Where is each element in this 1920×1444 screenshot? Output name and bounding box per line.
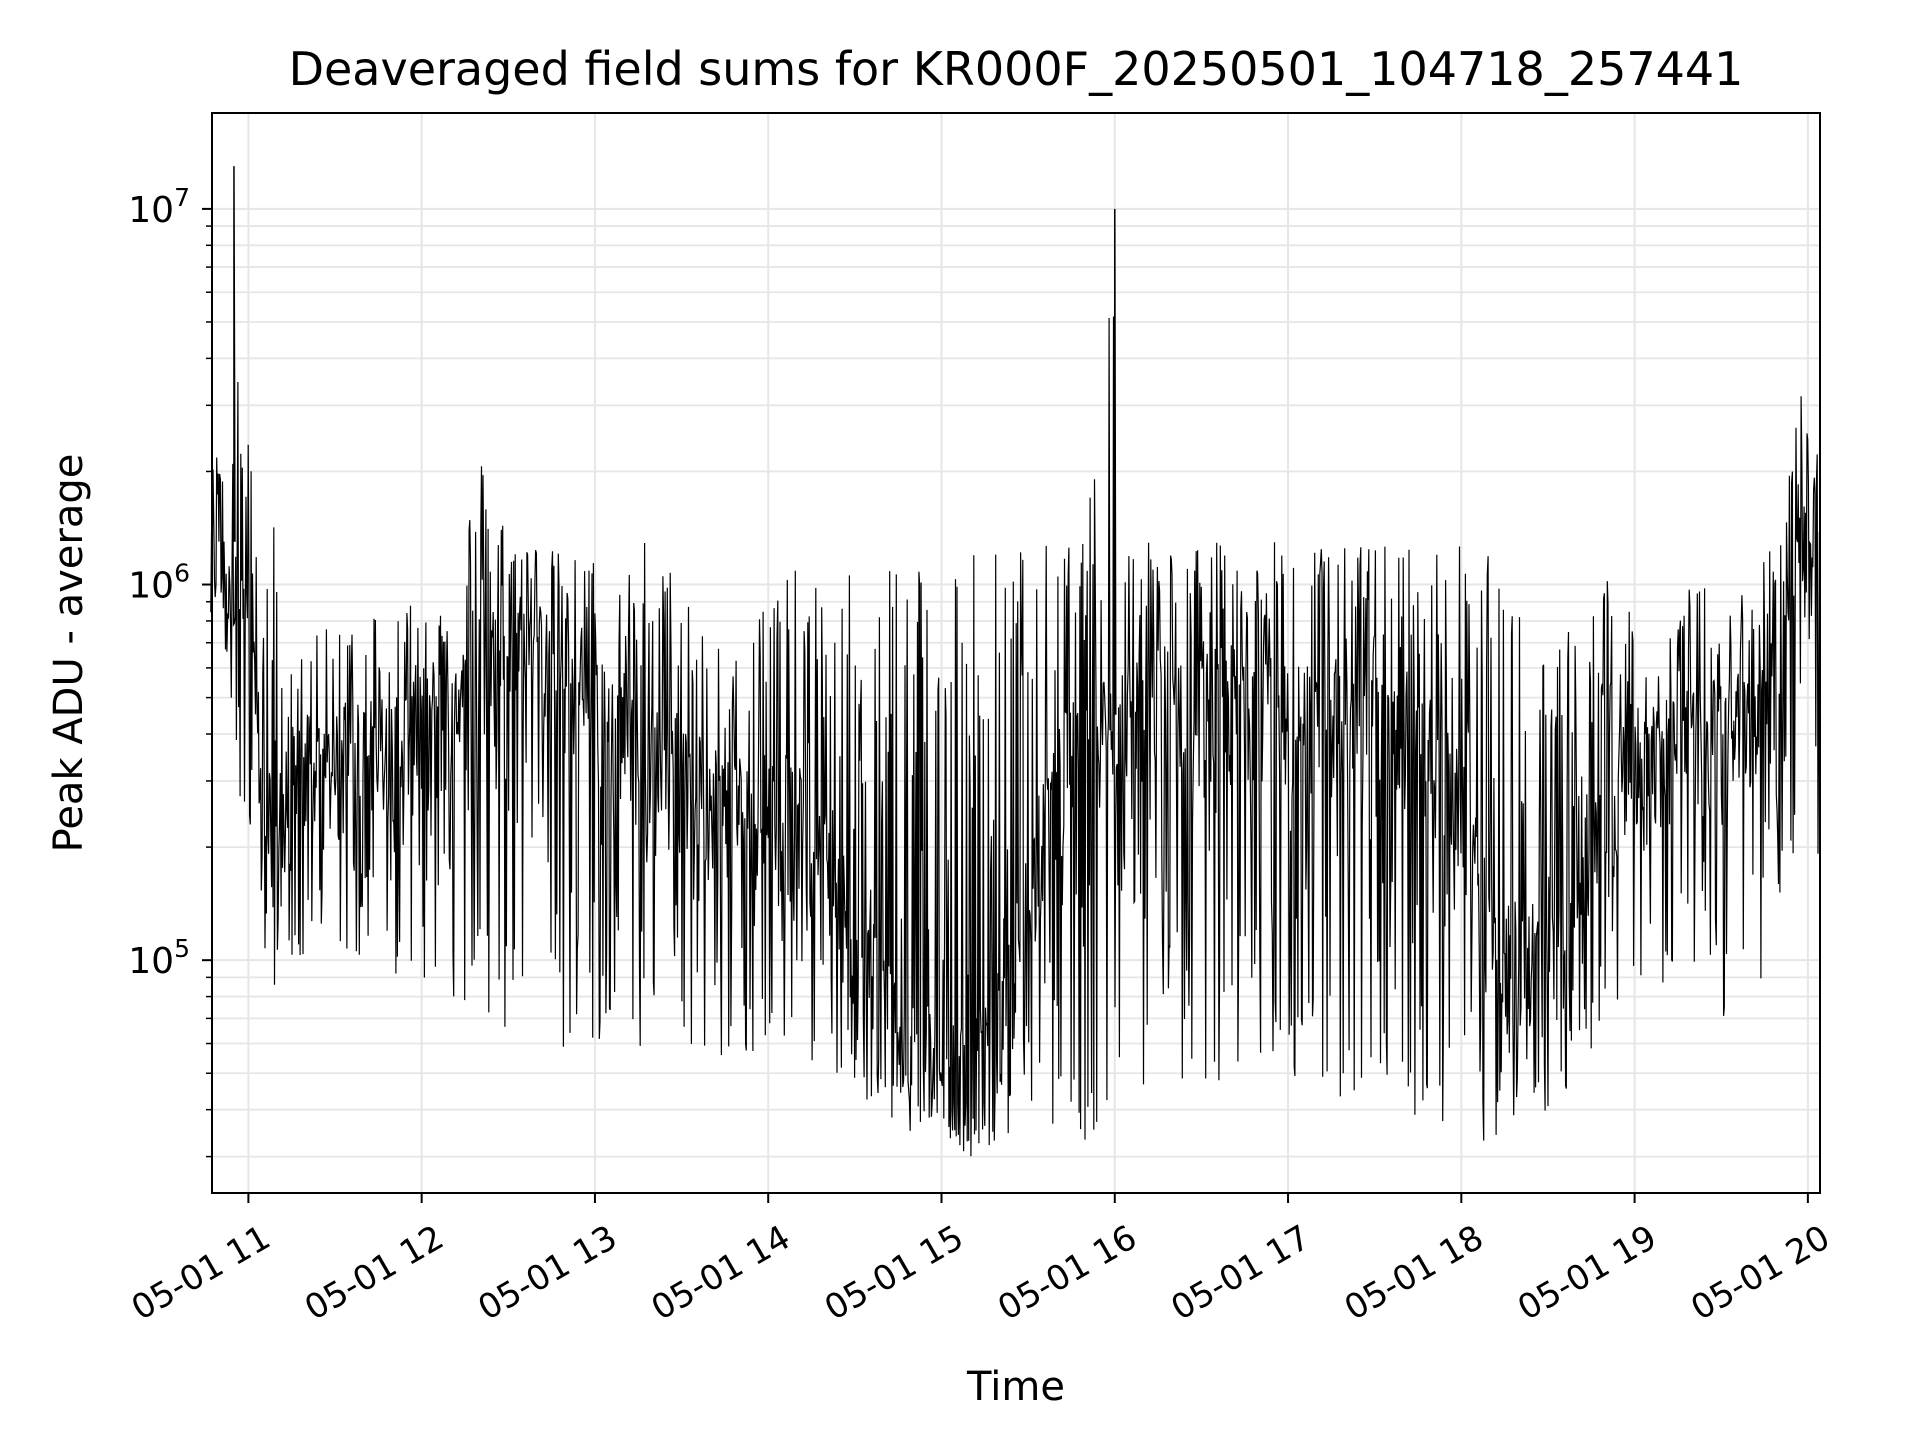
y-tick-label: 107: [128, 183, 190, 231]
x-tick-label: 05-01 13: [471, 1218, 623, 1329]
axes-frame: [211, 112, 1821, 1194]
x-tick-label: 05-01 18: [1338, 1218, 1490, 1329]
chart-title: Deaveraged field sums for KR000F_2025050…: [289, 42, 1744, 96]
x-tick-label: 05-01 19: [1511, 1218, 1663, 1329]
y-axis: 105 106 107: [128, 183, 212, 1158]
x-tick-label: 05-01 15: [818, 1218, 970, 1329]
series-spike: [1114, 208, 1117, 715]
plot-area: [210, 166, 1820, 1157]
x-tick-label: 05-01 17: [1165, 1218, 1317, 1329]
x-tick-label: 05-01 11: [125, 1218, 277, 1329]
x-axis-label: Time: [966, 1364, 1065, 1410]
x-tick-label: 05-01 14: [645, 1218, 797, 1329]
y-axis-label: Peak ADU - average: [46, 454, 92, 853]
series-spike: [233, 166, 236, 542]
y-tick-label: 106: [128, 559, 190, 607]
x-tick-label: 05-01 12: [298, 1218, 450, 1329]
x-tick-label: 05-01 20: [1684, 1218, 1836, 1329]
series-line: [210, 316, 1820, 1157]
x-axis: 05-01 11 05-01 12 05-01 13 05-01 14 05-01 15…: [125, 1193, 1837, 1329]
x-tick-label: 05-01 16: [991, 1218, 1143, 1329]
y-tick-label: 105: [128, 934, 190, 982]
